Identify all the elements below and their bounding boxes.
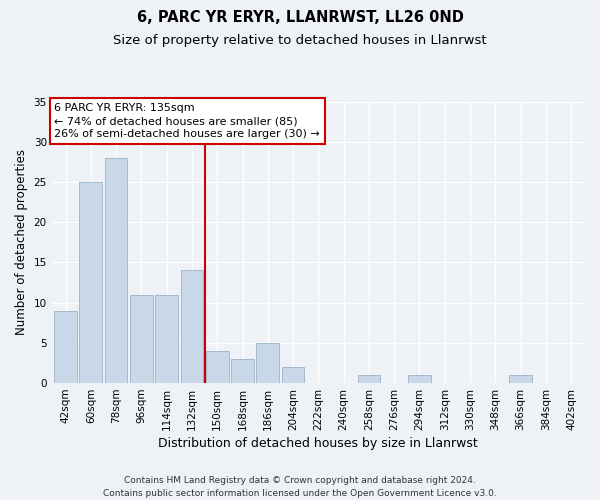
Bar xyxy=(105,158,127,383)
Text: Contains HM Land Registry data © Crown copyright and database right 2024.
Contai: Contains HM Land Registry data © Crown c… xyxy=(103,476,497,498)
Bar xyxy=(509,375,532,383)
Bar xyxy=(54,310,77,383)
Text: 6, PARC YR ERYR, LLANRWST, LL26 0ND: 6, PARC YR ERYR, LLANRWST, LL26 0ND xyxy=(137,10,463,25)
Bar xyxy=(206,351,229,383)
Bar xyxy=(256,343,279,383)
Bar xyxy=(358,375,380,383)
Bar xyxy=(281,367,304,383)
Bar xyxy=(408,375,431,383)
X-axis label: Distribution of detached houses by size in Llanrwst: Distribution of detached houses by size … xyxy=(158,437,478,450)
Bar xyxy=(231,359,254,383)
Bar xyxy=(181,270,203,383)
Bar xyxy=(130,294,153,383)
Text: 6 PARC YR ERYR: 135sqm
← 74% of detached houses are smaller (85)
26% of semi-det: 6 PARC YR ERYR: 135sqm ← 74% of detached… xyxy=(55,103,320,140)
Bar xyxy=(155,294,178,383)
Y-axis label: Number of detached properties: Number of detached properties xyxy=(15,150,28,336)
Text: Size of property relative to detached houses in Llanrwst: Size of property relative to detached ho… xyxy=(113,34,487,47)
Bar xyxy=(79,182,102,383)
